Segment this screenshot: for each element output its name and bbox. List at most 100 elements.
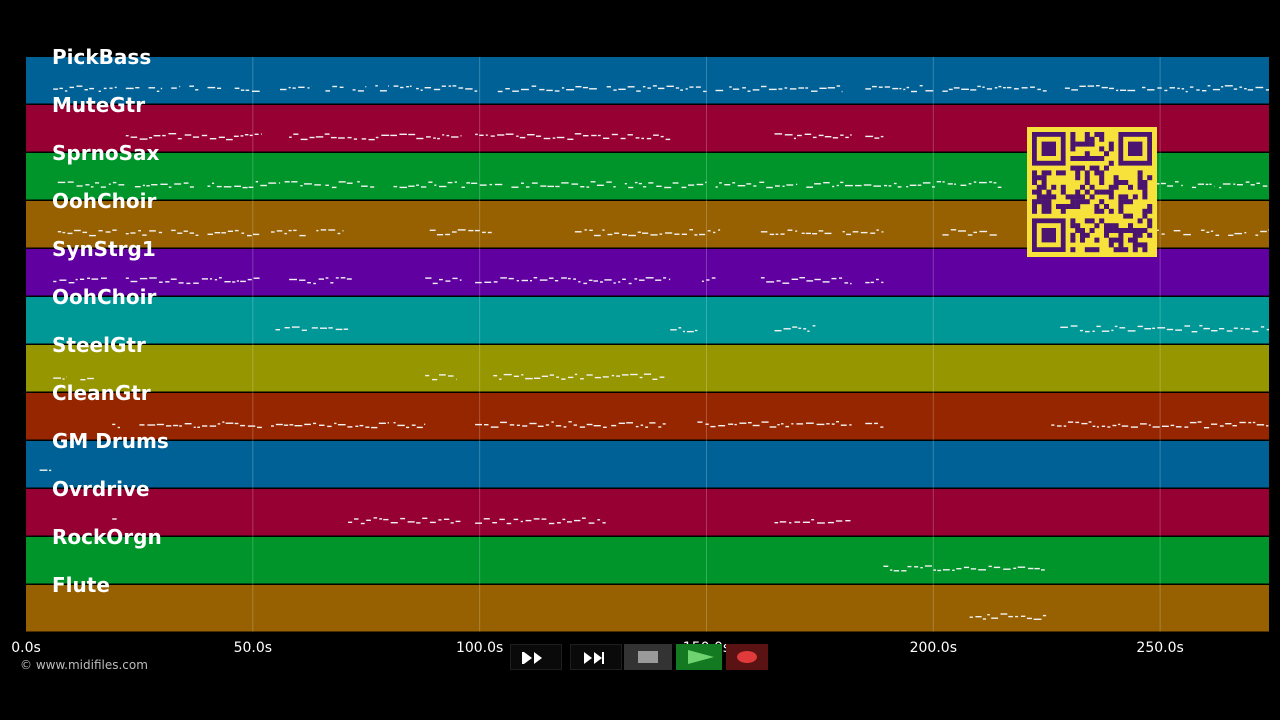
qr-module [1080, 165, 1085, 171]
midi-note [556, 376, 559, 378]
midi-note [739, 422, 747, 424]
midi-note [465, 88, 473, 90]
midi-note [1173, 230, 1181, 232]
midi-note [387, 422, 389, 424]
midi-note [165, 281, 170, 283]
midi-note [588, 279, 593, 281]
midi-note [171, 229, 176, 232]
midi-note [166, 425, 172, 427]
midi-note [400, 86, 404, 89]
midi-note [694, 329, 698, 332]
fast-forward-button[interactable] [570, 644, 622, 670]
qr-module [1075, 141, 1081, 147]
qr-module [1070, 204, 1076, 209]
qr-module [1147, 218, 1153, 224]
midi-note [801, 232, 805, 234]
rewind-button[interactable] [510, 644, 562, 670]
midi-note [597, 519, 601, 521]
midi-note [490, 426, 499, 428]
midi-note [516, 424, 520, 426]
midi-note [278, 182, 281, 184]
midi-note [1225, 423, 1232, 425]
midi-note [406, 426, 410, 429]
qr-module [1089, 156, 1095, 161]
midi-note [968, 183, 972, 185]
stop-button[interactable] [624, 644, 672, 670]
midi-note [138, 230, 141, 232]
midi-note [49, 469, 52, 472]
midi-note [177, 232, 183, 234]
midi-note [393, 185, 398, 188]
midi-note [95, 182, 100, 184]
midi-note [1212, 88, 1221, 91]
midi-note [812, 136, 817, 139]
midi-note [961, 88, 969, 90]
midi-note [724, 184, 731, 186]
midi-note [650, 234, 658, 236]
midi-note [85, 184, 90, 186]
midi-note [125, 87, 134, 90]
midi-note [1226, 330, 1233, 332]
midi-note [1221, 86, 1224, 88]
midi-note [1030, 86, 1035, 88]
qr-module [1060, 204, 1066, 209]
midi-note [193, 426, 196, 428]
midi-note [299, 279, 306, 281]
midi-note [607, 233, 613, 236]
midi-note [878, 86, 883, 88]
midi-note [876, 278, 879, 281]
qr-module [1084, 151, 1090, 157]
midi-note [775, 185, 780, 187]
qr-module [1089, 165, 1095, 171]
midi-note [112, 229, 117, 231]
track-lane [26, 489, 1269, 536]
midi-note [1224, 85, 1233, 87]
midi-note [59, 87, 63, 90]
qr-module [1065, 194, 1071, 200]
midi-note [352, 89, 356, 91]
midi-note [240, 135, 244, 137]
qr-module [1128, 199, 1133, 205]
midi-note [1003, 568, 1011, 570]
midi-note [234, 87, 240, 89]
midi-note [906, 86, 910, 89]
midi-note [319, 424, 325, 426]
midi-note [251, 90, 260, 92]
midi-note [729, 86, 732, 88]
qr-module [1108, 141, 1114, 147]
qr-module [1147, 208, 1153, 214]
midi-note [1255, 86, 1264, 89]
midi-note [436, 234, 444, 236]
time-grid [252, 57, 1161, 632]
play-button[interactable] [676, 644, 722, 670]
midi-note [555, 425, 562, 427]
midi-note [842, 231, 845, 233]
midi-note [1112, 424, 1117, 427]
midi-note [555, 185, 560, 188]
midi-note [353, 138, 358, 140]
track-lane [26, 537, 1269, 584]
qr-module [1089, 218, 1095, 224]
midi-note [803, 328, 807, 330]
midi-note [686, 330, 694, 333]
midi-note [807, 330, 810, 332]
midi-note [57, 231, 62, 233]
qr-module [1065, 204, 1071, 209]
midi-note [953, 87, 960, 89]
midi-note [1041, 569, 1045, 571]
midi-note [611, 374, 615, 377]
midi-note [734, 423, 737, 426]
midi-note [416, 137, 424, 140]
record-button[interactable] [726, 644, 768, 670]
midi-note [80, 278, 85, 280]
midi-note [193, 282, 199, 284]
midi-note [59, 279, 67, 281]
midi-note [293, 229, 297, 232]
midi-note [1260, 230, 1267, 233]
qr-module [1142, 180, 1148, 185]
midi-note [489, 183, 493, 186]
track-label: SprnoSax [52, 141, 159, 165]
qr-module [1075, 223, 1081, 229]
qr-module [1104, 165, 1109, 171]
midi-note [531, 182, 538, 184]
